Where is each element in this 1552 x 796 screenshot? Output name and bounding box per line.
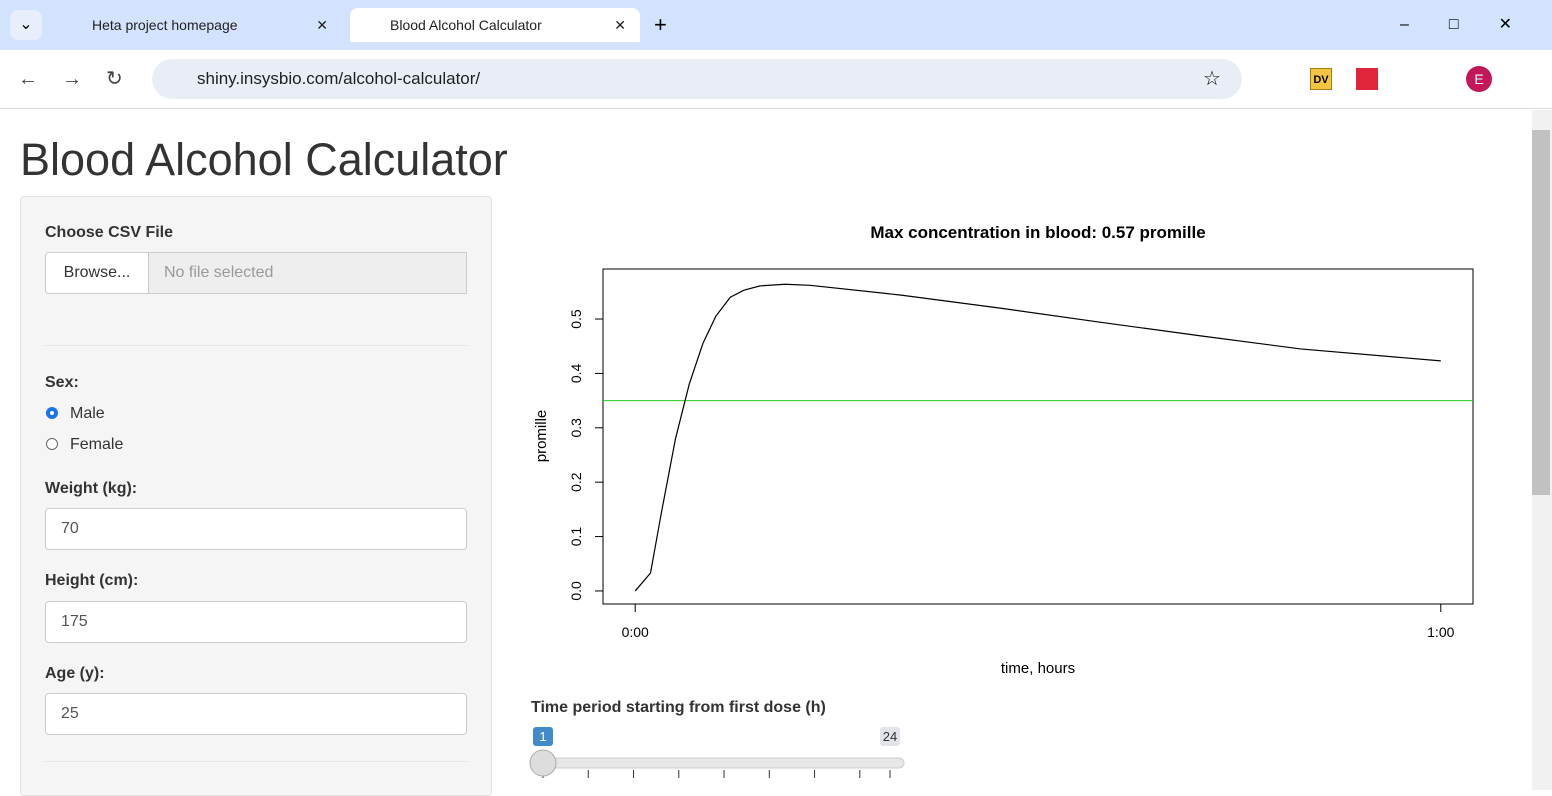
label: Height (cm): [45,572,139,589]
browse-button[interactable]: Browse... [45,252,149,294]
nav-buttons[interactable]: ←→↻ [18,68,147,90]
extension[interactable]: DV [1310,68,1332,90]
y-tick-label: 0.1 [568,527,584,547]
x-axis-label: time, hours [1001,660,1075,677]
new-tab[interactable]: + [654,12,667,37]
divider [45,761,467,762]
label: Choose CSV File [45,224,174,241]
slider-max-badge [880,727,900,746]
weight-input[interactable]: 70 [45,508,467,550]
tab-title: Blood Alcohol Calculator [390,17,542,33]
radio-label: Female [70,436,124,453]
age-input[interactable]: 25 [45,693,467,735]
url: shiny.insysbio.com/alcohol-calculator/ [197,69,481,88]
radio-label: Male [70,405,105,422]
slider-track [530,757,905,769]
profile[interactable]: E [1466,66,1492,92]
y-tick-label: 0.0 [568,581,584,601]
slider-value-badge [533,727,553,746]
slider-handle[interactable] [529,749,557,777]
y-tick-label: 0.5 [568,309,584,329]
radio[interactable] [46,407,58,419]
page-title: Blood Alcohol Calculator [20,134,508,185]
scrollbar[interactable] [1532,110,1552,790]
data-line [634,283,1441,592]
label: Age (y): [45,665,105,682]
radio[interactable] [46,438,58,450]
slider-max-label: 24 [883,729,897,744]
divider [45,345,467,346]
chart-title: Max concentration in blood: 0.57 promill… [870,223,1205,242]
height-input[interactable]: 175 [45,601,467,643]
slider-value-label: 1 [539,729,546,744]
address-bar[interactable] [152,59,1242,99]
label: Sex: [45,374,79,391]
label: Weight (kg): [45,480,138,497]
tab-title: Heta project homepage [92,17,238,33]
tab[interactable]: Heta project homepage ✕ [92,17,328,33]
window-controls[interactable]: –□✕ [1400,16,1552,33]
chart: Max concentration in blood: 0.57 promill… [529,223,1474,778]
x-tick-label: 1:00 [1427,624,1454,640]
y-axis-label: promille [533,410,550,463]
tab-menu[interactable]: ⌄ [10,10,42,40]
y-tick-label: 0.4 [568,363,584,383]
tab-active[interactable]: Blood Alcohol Calculator ✕ [350,8,640,42]
y-tick-label: 0.3 [568,418,584,438]
extension[interactable] [1356,68,1378,90]
y-tick-label: 0.2 [568,472,584,492]
tab-bar [0,0,1552,50]
file-name: No file selected [148,252,467,294]
plot-frame [602,268,1474,605]
bookmark[interactable]: ☆ [1203,68,1221,90]
label: Time period starting from first dose (h) [531,699,826,716]
x-tick-label: 0:00 [622,624,649,640]
